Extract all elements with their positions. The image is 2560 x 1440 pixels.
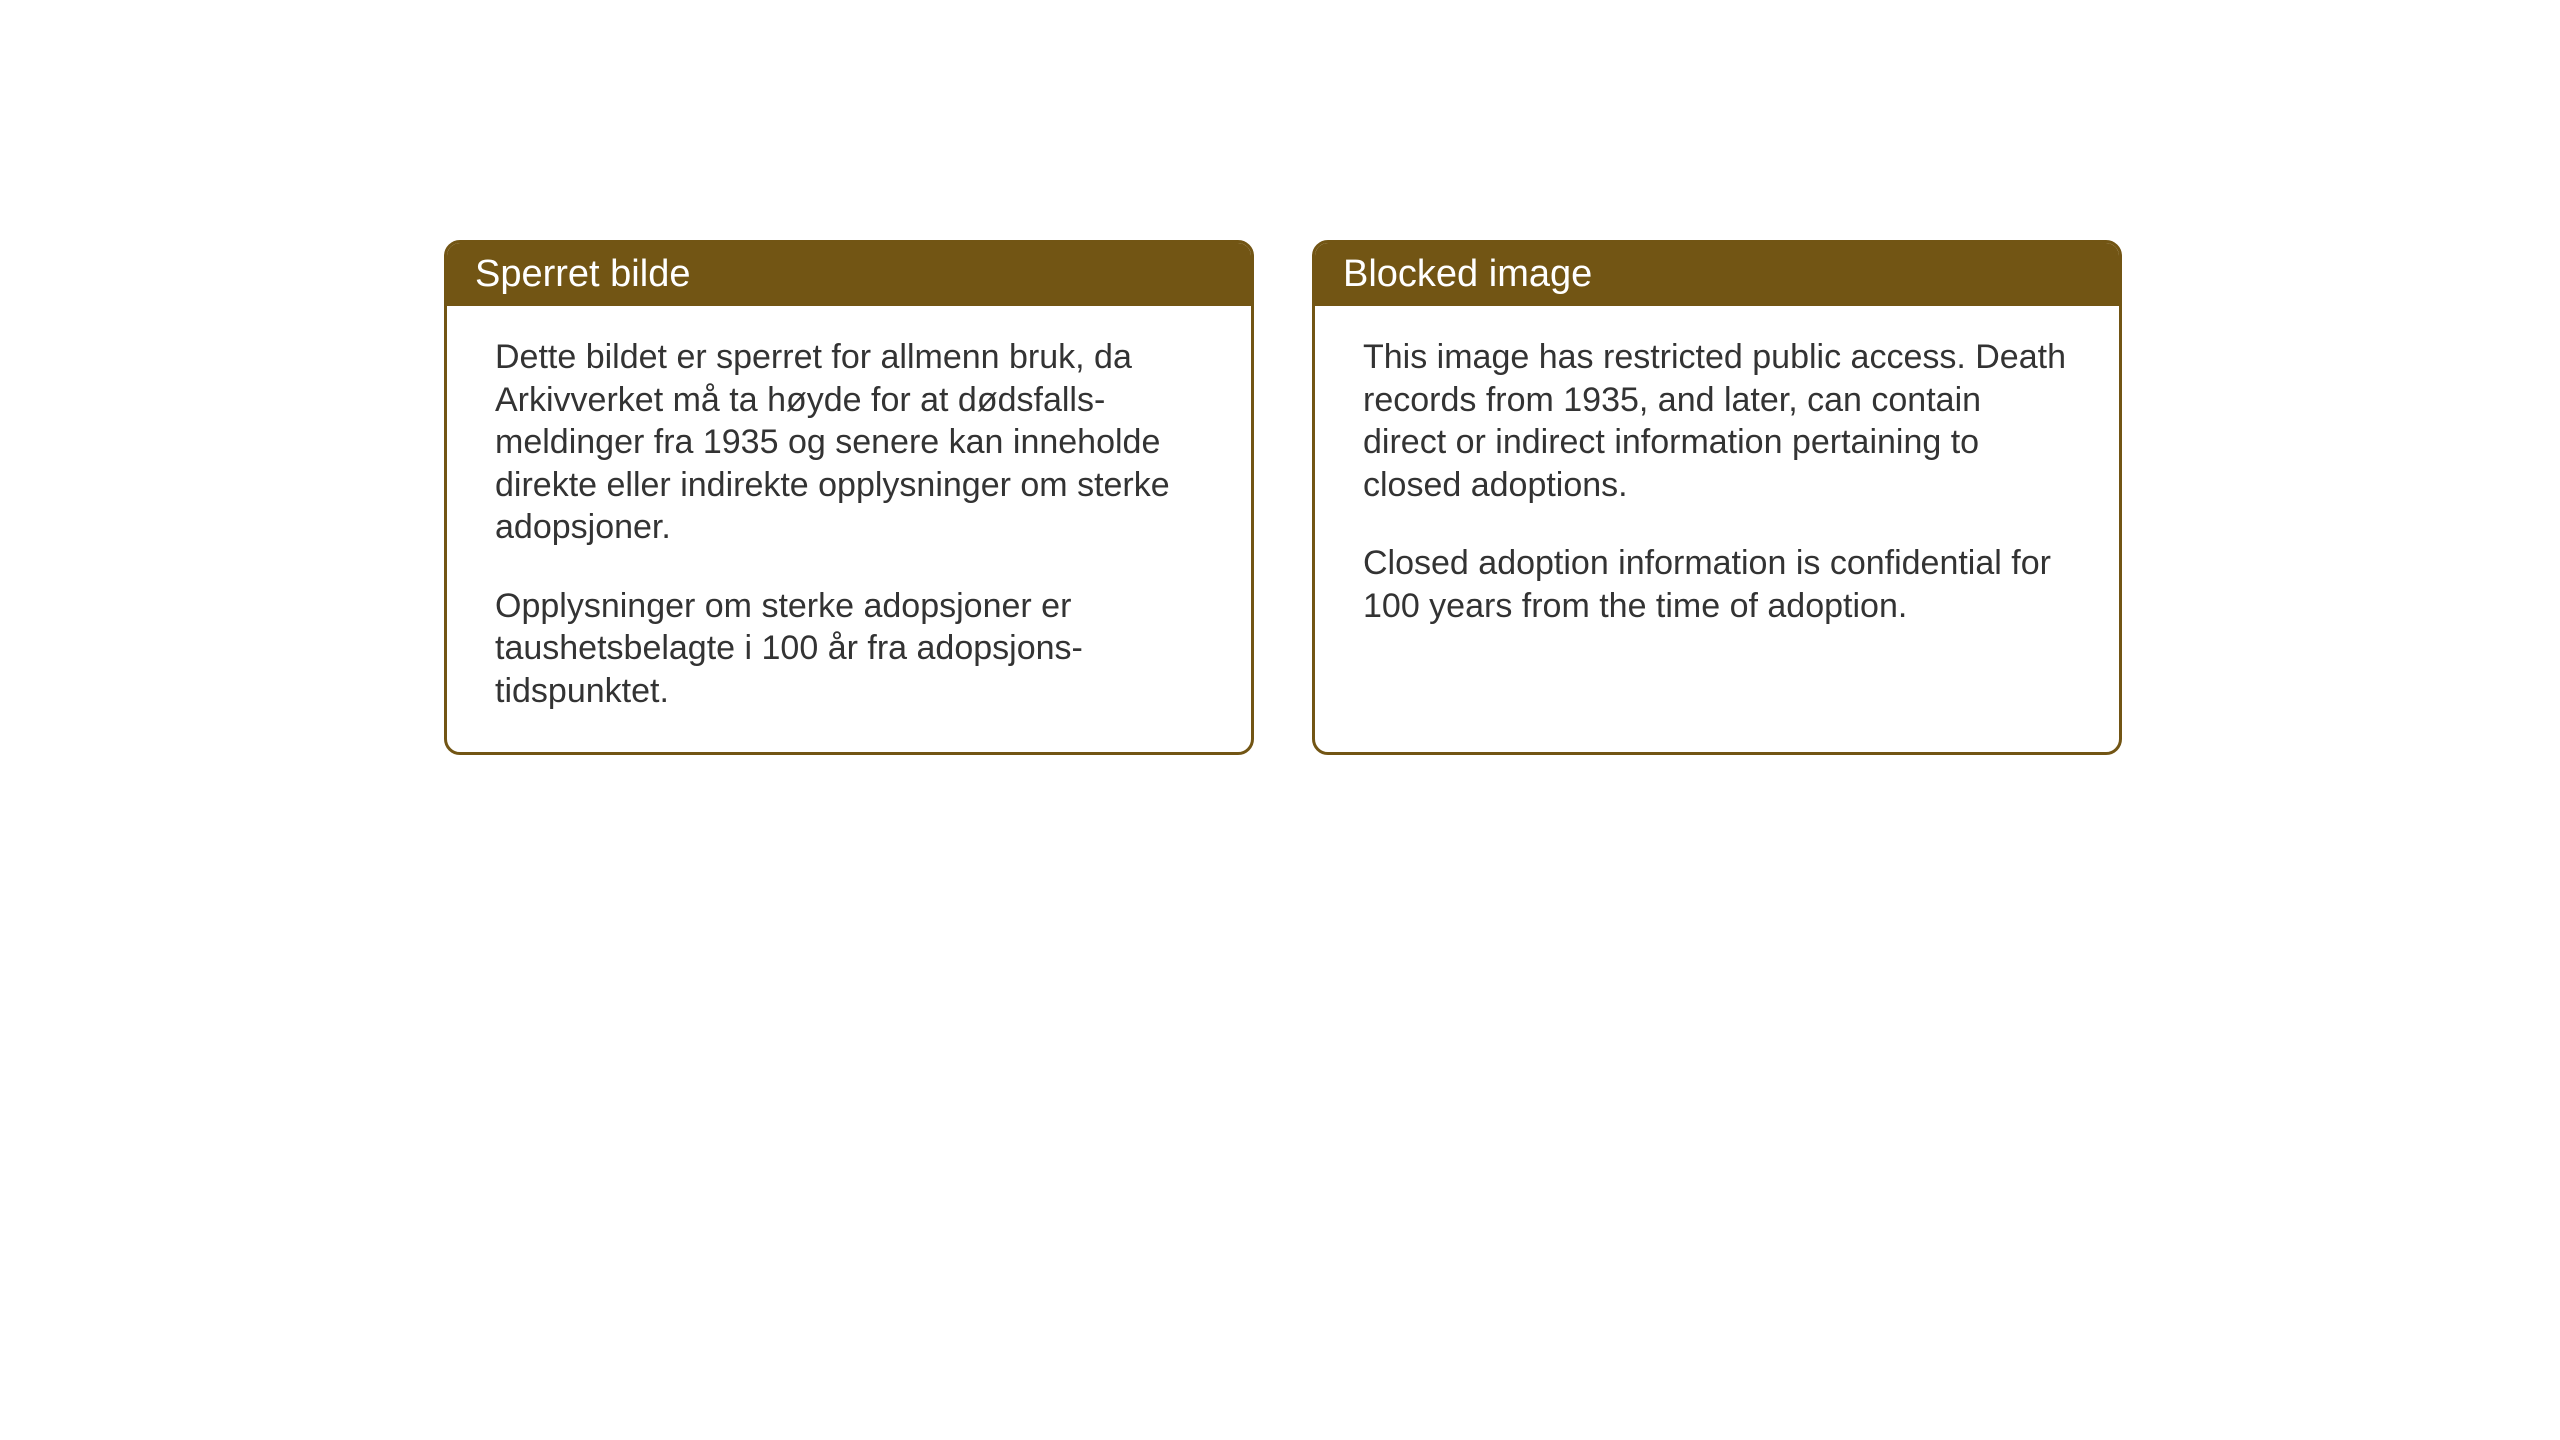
card-paragraph-english-2: Closed adoption information is confident…: [1363, 542, 2071, 627]
card-header-norwegian: Sperret bilde: [447, 243, 1251, 306]
card-title-norwegian: Sperret bilde: [475, 253, 690, 295]
card-title-english: Blocked image: [1343, 253, 1592, 295]
cards-container: Sperret bilde Dette bildet er sperret fo…: [444, 240, 2122, 755]
card-paragraph-english-1: This image has restricted public access.…: [1363, 336, 2071, 506]
card-norwegian: Sperret bilde Dette bildet er sperret fo…: [444, 240, 1254, 755]
card-header-english: Blocked image: [1315, 243, 2119, 306]
card-body-norwegian: Dette bildet er sperret for allmenn bruk…: [447, 306, 1251, 752]
card-paragraph-norwegian-2: Opplysninger om sterke adopsjoner er tau…: [495, 585, 1203, 713]
card-body-english: This image has restricted public access.…: [1315, 306, 2119, 667]
card-paragraph-norwegian-1: Dette bildet er sperret for allmenn bruk…: [495, 336, 1203, 549]
card-english: Blocked image This image has restricted …: [1312, 240, 2122, 755]
